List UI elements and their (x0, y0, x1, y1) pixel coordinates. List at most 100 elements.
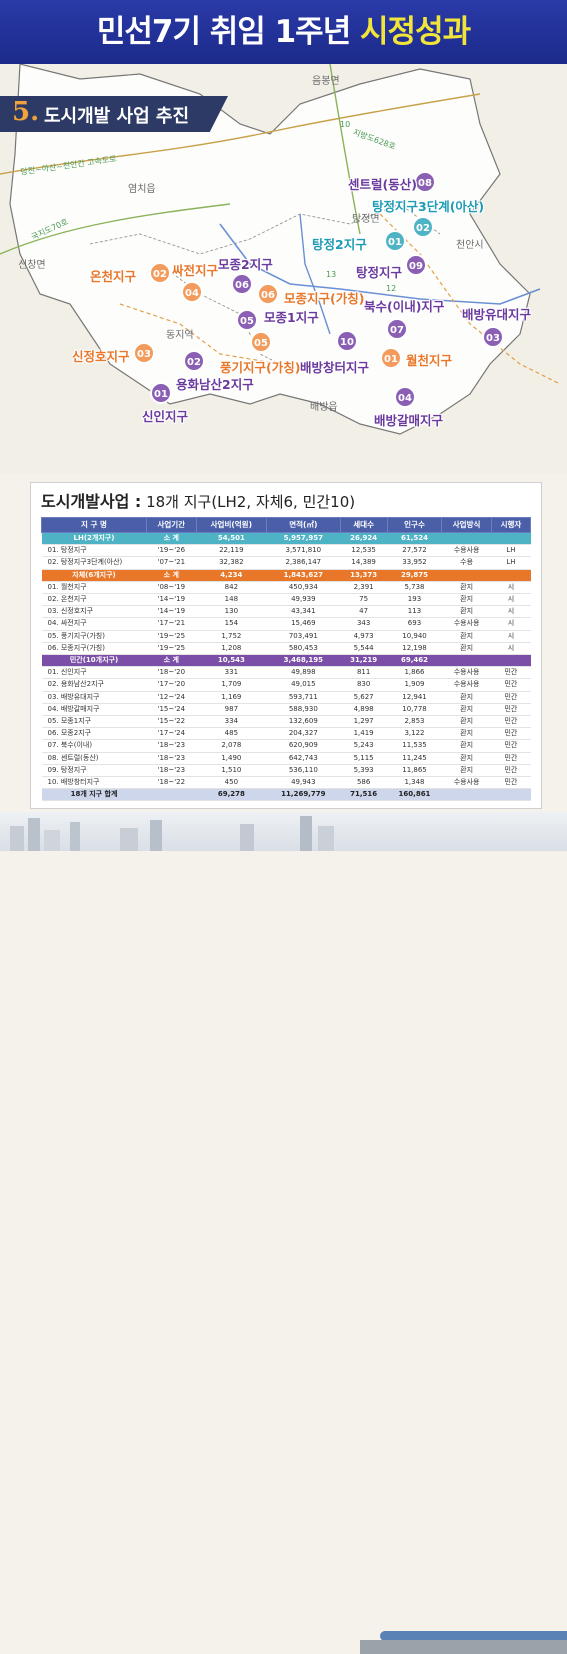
table-cell: 시 (491, 617, 531, 631)
table-row: 07. 북수(이내) '18~'23 2,078 620,909 5,243 11,535… (41, 739, 531, 753)
table-cell: 시 (491, 593, 531, 607)
table-cell: '18~'23 (146, 752, 197, 765)
section-number: 5. (12, 97, 40, 127)
table-cell: 586 (340, 776, 388, 790)
marker-03-sinjeongho: 03 (133, 342, 155, 364)
table-cell: 193 (387, 593, 442, 607)
table-cell: 75 (340, 593, 388, 607)
table-cell: 130 (196, 605, 267, 619)
marker-10-changteo: 10 (336, 330, 358, 352)
table-row: 04. 배방갈매지구 '15~'24 987 588,930 4,898 10,778 환지… (41, 703, 531, 717)
table-cell (441, 532, 492, 546)
table-cell: 1,490 (196, 752, 267, 765)
table-cell: 27,572 (387, 544, 442, 558)
table-row: 06. 모종지구(가칭) '19~'25 1,208 580,453 5,544 12,1… (41, 642, 531, 656)
table-cell: 1,709 (196, 678, 267, 692)
table-cell: '17~'21 (146, 617, 197, 631)
table-cell: '19~'25 (146, 642, 197, 656)
table-cell: 49,898 (266, 666, 341, 680)
table-cell: '15~'24 (146, 703, 197, 717)
table-cell: '18~'22 (146, 776, 197, 790)
table-cell: '18~'23 (146, 739, 197, 753)
table-cell: 32,382 (196, 556, 267, 570)
table-cell: 536,110 (266, 764, 341, 778)
table-cell: 환지 (441, 642, 492, 656)
label-ssajeon: 싸전지구 (172, 263, 219, 278)
place-tangjeong: 탕정면 (352, 214, 380, 225)
table-cell: '08~'19 (146, 581, 197, 595)
table-cell (441, 788, 492, 802)
table-cell: 2,391 (340, 581, 388, 595)
table-cell: 4,973 (340, 630, 388, 643)
marker-04-galmae: 04 (394, 386, 416, 408)
table-cell: 830 (340, 678, 388, 692)
label-yonghwa: 용화남산2지구 (176, 377, 254, 392)
table-cell: 수용 (441, 556, 492, 570)
marker-01-tangjeong2: 01 (384, 230, 406, 252)
development-map: 음봉면 염치읍 탕정면 천안시 신창면 동지역 배방읍 당진~아산~천안간 고속… (0, 64, 567, 474)
section-title: 도시개발 사업 추진 (44, 106, 190, 127)
table-cell: 환지 (441, 581, 492, 595)
table-cell: '18~'23 (146, 764, 197, 778)
col-header: 지 구 명 (41, 517, 147, 533)
table-cell: 49,943 (266, 776, 341, 790)
table-cell: 61,524 (387, 532, 442, 546)
table-row: 04. 싸전지구 '17~'21 154 15,469 343 693 수용사용 시 (41, 617, 531, 631)
panel-title: 도시개발사업 : 18개 지구(LH2, 자체6, 민간10) (41, 488, 355, 512)
col-header: 시행자 (490, 517, 532, 533)
table-cell: 160,861 (387, 788, 442, 802)
table-cell: 1,843,627 (266, 569, 341, 582)
table-cell: 민간 (491, 703, 531, 717)
table-cell: 10. 배방창터지구 (41, 776, 147, 790)
marker-01-wolcheon: 01 (380, 347, 402, 369)
table-cell: 수용사용 (441, 776, 492, 790)
table-cell: 4,898 (340, 703, 388, 717)
table-cell: 04. 배방갈매지구 (41, 703, 147, 717)
table-cell: 1,866 (387, 666, 442, 680)
table-cell: 01. 월천지구 (41, 581, 147, 595)
table-cell: 620,909 (266, 739, 341, 753)
table-cell: 11,865 (387, 764, 442, 778)
table-cell: 3,468,195 (266, 654, 341, 668)
table-cell: 자체(6개지구) (41, 569, 147, 582)
table-cell: LH(2개지구) (41, 532, 147, 546)
table-cell: '19~'25 (146, 630, 197, 643)
table-cell: 민간 (491, 776, 531, 790)
table-cell: 소 계 (146, 532, 197, 546)
table-cell: 민간 (491, 764, 531, 778)
table-cell: 1,208 (196, 642, 267, 656)
table-cell: 2,386,147 (266, 556, 341, 570)
table-cell: 154 (196, 617, 267, 631)
table-header-row: 지 구 명 사업기간 사업비(억원) 면적(㎡) 세대수 인구수 사업방식 시행… (41, 517, 532, 533)
table-cell: 703,491 (266, 630, 341, 643)
label-changteo: 배방창터지구 (300, 360, 370, 375)
label-wolcheon: 월천지구 (406, 353, 453, 368)
table-cell: 1,752 (196, 630, 267, 643)
table-cell (491, 788, 531, 802)
table-cell: 시 (491, 630, 531, 643)
table-cell: 450,934 (266, 581, 341, 595)
table-row: 03. 신정호지구 '14~'19 130 43,341 47 113 환지 시 (41, 605, 531, 619)
table-cell: 450 (196, 776, 267, 790)
table-cell: 5,544 (340, 642, 388, 656)
label-tangjeong: 탕정지구 (356, 265, 403, 280)
table-cell: 01. 신인지구 (41, 666, 147, 680)
table-cell: 10,778 (387, 703, 442, 717)
table-cell: 204,327 (266, 727, 341, 741)
table-cell: '18~'20 (146, 666, 197, 680)
table-cell: 14,389 (340, 556, 388, 570)
panel-title-bold: 도시개발사업 : (41, 492, 142, 511)
table-cell: '19~'26 (146, 544, 197, 558)
table-cell: '15~'22 (146, 715, 197, 729)
table-cell (491, 532, 531, 546)
table-cell: 환지 (441, 630, 492, 643)
table-row: 06. 모종2지구 '17~'24 485 204,327 1,419 3,122 환지 민간 (41, 727, 531, 741)
table-cell: 5,957,957 (266, 532, 341, 546)
table-cell: 334 (196, 715, 267, 729)
label-sinin: 신인지구 (142, 409, 189, 424)
table-cell: 5,627 (340, 691, 388, 704)
place-sinchang: 신창면 (18, 260, 46, 271)
table-row: 02. 탕정지구3단계(아산) '07~'21 32,382 2,386,147 14,… (41, 556, 531, 570)
place-yeomchi: 염치읍 (128, 184, 156, 195)
marker-03-yudae: 03 (482, 326, 504, 348)
